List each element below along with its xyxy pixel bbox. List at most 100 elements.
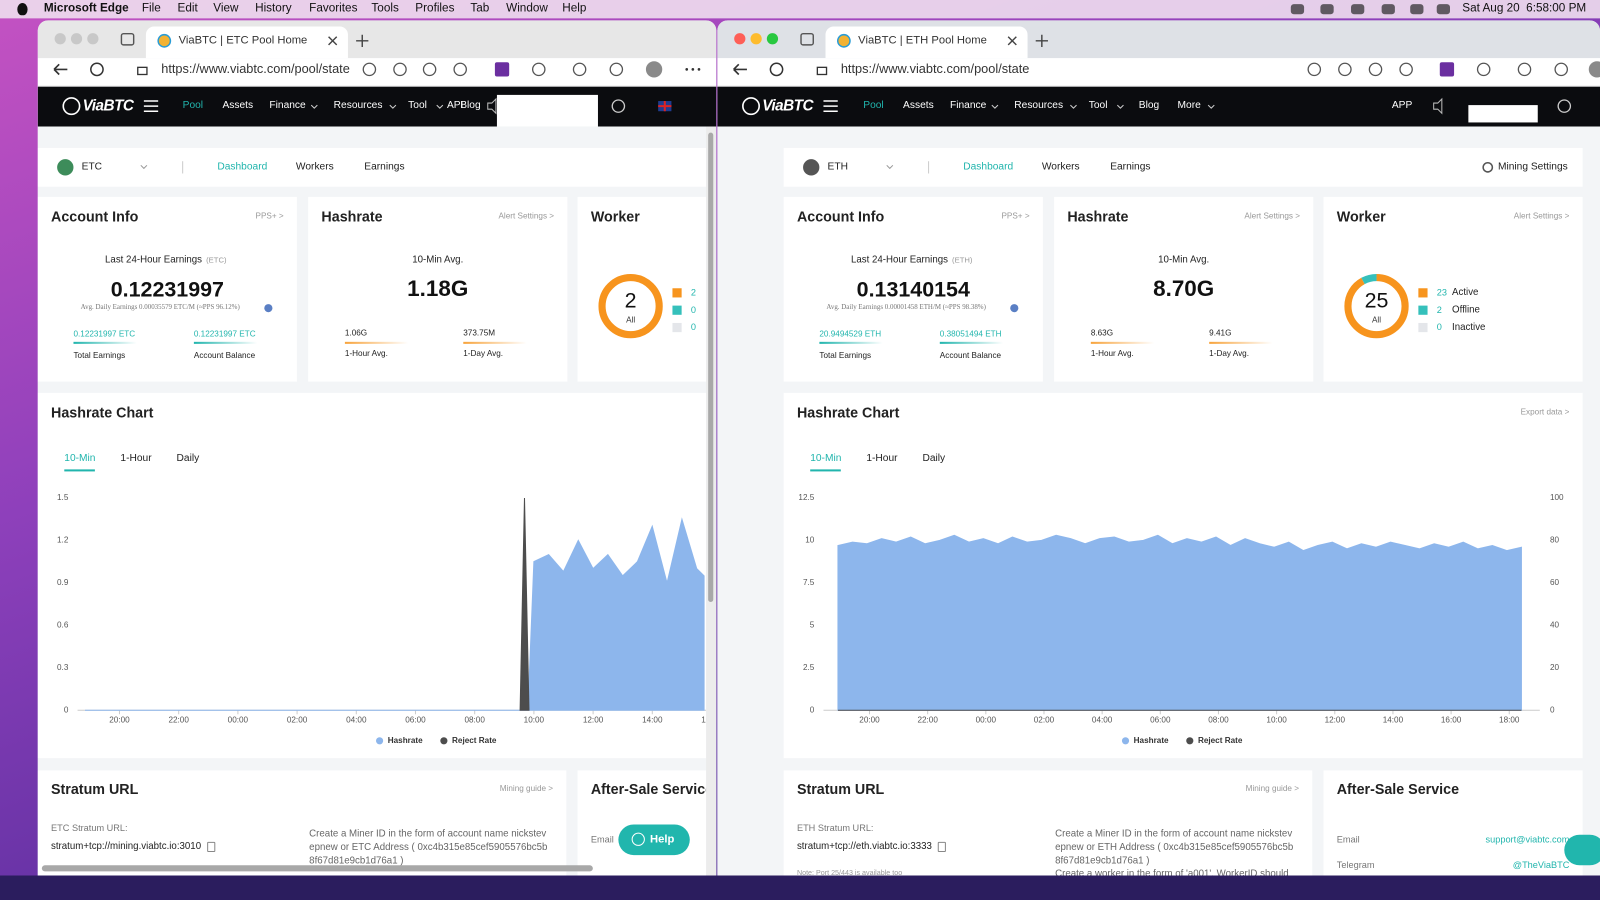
card-link[interactable]: Mining guide >: [499, 783, 554, 793]
nav-item[interactable]: Finance: [269, 99, 306, 112]
nav-item[interactable]: Resources: [1014, 99, 1064, 112]
card-title: Worker: [590, 208, 640, 225]
status-icon[interactable]: [1320, 4, 1334, 15]
card-link[interactable]: Alert Settings >: [1513, 211, 1570, 221]
x-tick-label: 14:00: [642, 716, 663, 725]
status-icon[interactable]: [1436, 4, 1450, 15]
profile-avatar: [645, 61, 663, 78]
range-tab[interactable]: 10-Min: [64, 453, 96, 465]
note: Create a worker in the form of 'a001'. W…: [1055, 868, 1289, 876]
card-title: Hashrate Chart: [796, 404, 900, 421]
card-link[interactable]: Mining guide >: [1245, 783, 1299, 793]
nav-chevron: [436, 104, 444, 109]
y2-tick-label: 60: [1550, 578, 1560, 587]
scrollbar-thumb[interactable]: [708, 132, 714, 603]
nav-item[interactable]: Finance: [949, 99, 987, 112]
x-tick-label: 08:00: [464, 716, 485, 725]
menu-item[interactable]: History: [255, 2, 292, 15]
label: ETH Stratum URL:: [796, 822, 874, 834]
worker-total-label: All: [626, 316, 635, 325]
sound-icon: [487, 97, 497, 115]
tab-title[interactable]: ViaBTC | ETC Pool Home: [178, 34, 308, 47]
nav-item[interactable]: Pool: [182, 99, 204, 112]
x-tick-label: 12:00: [583, 716, 604, 725]
dashboard-tab[interactable]: Workers: [295, 161, 334, 173]
subnav-card: ETC Dashboard Workers Earnings: [37, 147, 707, 187]
nav-item[interactable]: Assets: [903, 99, 934, 112]
toolbar-icon: [1338, 62, 1352, 77]
nav-item[interactable]: Resources: [333, 99, 383, 112]
menu-item[interactable]: Favorites: [309, 2, 358, 15]
label[interactable]: support@viabtc.com: [1485, 834, 1570, 845]
series-area: [519, 497, 530, 711]
dashboard-tab[interactable]: Earnings: [1110, 161, 1151, 173]
nav-item[interactable]: Blog: [1138, 99, 1160, 112]
range-tab[interactable]: 10-Min: [810, 453, 842, 465]
browser-tab[interactable]: [145, 26, 348, 59]
note: Create a Miner ID in the form of account…: [1055, 828, 1294, 867]
help-button[interactable]: Help: [618, 824, 690, 856]
range-tab[interactable]: Daily: [176, 453, 200, 465]
help-icon[interactable]: [264, 304, 273, 313]
help-icon[interactable]: [1010, 304, 1019, 313]
dashboard-tab[interactable]: Dashboard: [217, 161, 268, 173]
range-tab[interactable]: Daily: [922, 453, 946, 465]
chart-card: Hashrate Chart Export data > 10-Min 1-Hour D…: [783, 392, 1583, 759]
menu-item[interactable]: Tab: [470, 2, 490, 15]
url[interactable]: https://www.viabtc.com/pool/state: [161, 61, 350, 77]
card-link[interactable]: Alert Settings >: [1244, 211, 1300, 221]
copy-icon[interactable]: [937, 841, 946, 853]
help-label[interactable]: Help: [649, 833, 675, 846]
dashboard-tab[interactable]: Dashboard: [963, 161, 1014, 173]
status-icon[interactable]: [1381, 4, 1395, 15]
menu-item[interactable]: Profiles: [415, 2, 455, 15]
status-icon[interactable]: [1410, 4, 1424, 15]
tab-title[interactable]: ViaBTC | ETH Pool Home: [858, 34, 987, 47]
series-area: [84, 517, 705, 711]
url[interactable]: https://www.viabtc.com/pool/state: [840, 61, 1030, 77]
range-tab[interactable]: 1-Hour: [866, 453, 898, 465]
legend-marker: [376, 737, 384, 745]
export-link[interactable]: Export data >: [1520, 407, 1570, 417]
dashboard-tab[interactable]: Earnings: [364, 161, 405, 173]
menu-item[interactable]: Window: [506, 2, 548, 15]
card-link[interactable]: PPS+ >: [255, 211, 284, 221]
help-button[interactable]: [1564, 834, 1600, 866]
new-tab: [1035, 34, 1048, 47]
label: Avg. Daily Earnings 0.00001458 ETH/M (≈P…: [826, 303, 986, 311]
account-card: Account Info PPS+ > Last 24-Hour Earnings(…: [37, 196, 297, 382]
h-scrollbar-thumb[interactable]: [41, 865, 593, 872]
menu-item[interactable]: File: [141, 2, 161, 15]
mining-settings[interactable]: Mining Settings: [1497, 161, 1568, 173]
dashboard-tab[interactable]: Workers: [1041, 161, 1080, 173]
coin-select[interactable]: ETC: [81, 161, 103, 173]
browser-tab[interactable]: [825, 26, 1028, 59]
card-title: After-Sale Service: [1336, 780, 1460, 797]
nav-item[interactable]: API: [446, 99, 464, 112]
nav-item[interactable]: Pool: [863, 99, 884, 112]
y2-tick-label: 100: [1550, 493, 1564, 502]
legend-swatch: [1418, 288, 1428, 298]
status-icon[interactable]: [1290, 4, 1305, 15]
label[interactable]: @TheViaBTC: [1512, 859, 1570, 870]
card-link[interactable]: PPS+ >: [1001, 211, 1030, 221]
menu-item[interactable]: View: [213, 2, 239, 15]
nav-item[interactable]: APP: [1391, 99, 1413, 112]
card-link[interactable]: Alert Settings >: [498, 211, 555, 221]
nav-item[interactable]: Tool: [1088, 99, 1108, 112]
copy-icon[interactable]: [207, 841, 216, 853]
redaction-box: [1468, 105, 1538, 123]
nav-item[interactable]: Tool: [408, 99, 427, 112]
nav-item[interactable]: More: [1177, 99, 1201, 112]
nav-item[interactable]: Assets: [222, 99, 254, 112]
nav-item[interactable]: Blog: [460, 99, 481, 112]
nav-chevron: [389, 104, 397, 109]
y2-tick-label: 0: [1550, 705, 1555, 714]
menu-item[interactable]: Help: [562, 2, 587, 15]
menu-item[interactable]: Edit: [177, 2, 198, 15]
menu-item[interactable]: Tools: [371, 2, 399, 15]
coin-select[interactable]: ETH: [827, 161, 848, 173]
status-icon[interactable]: [1351, 4, 1365, 15]
range-tab[interactable]: 1-Hour: [120, 453, 152, 465]
